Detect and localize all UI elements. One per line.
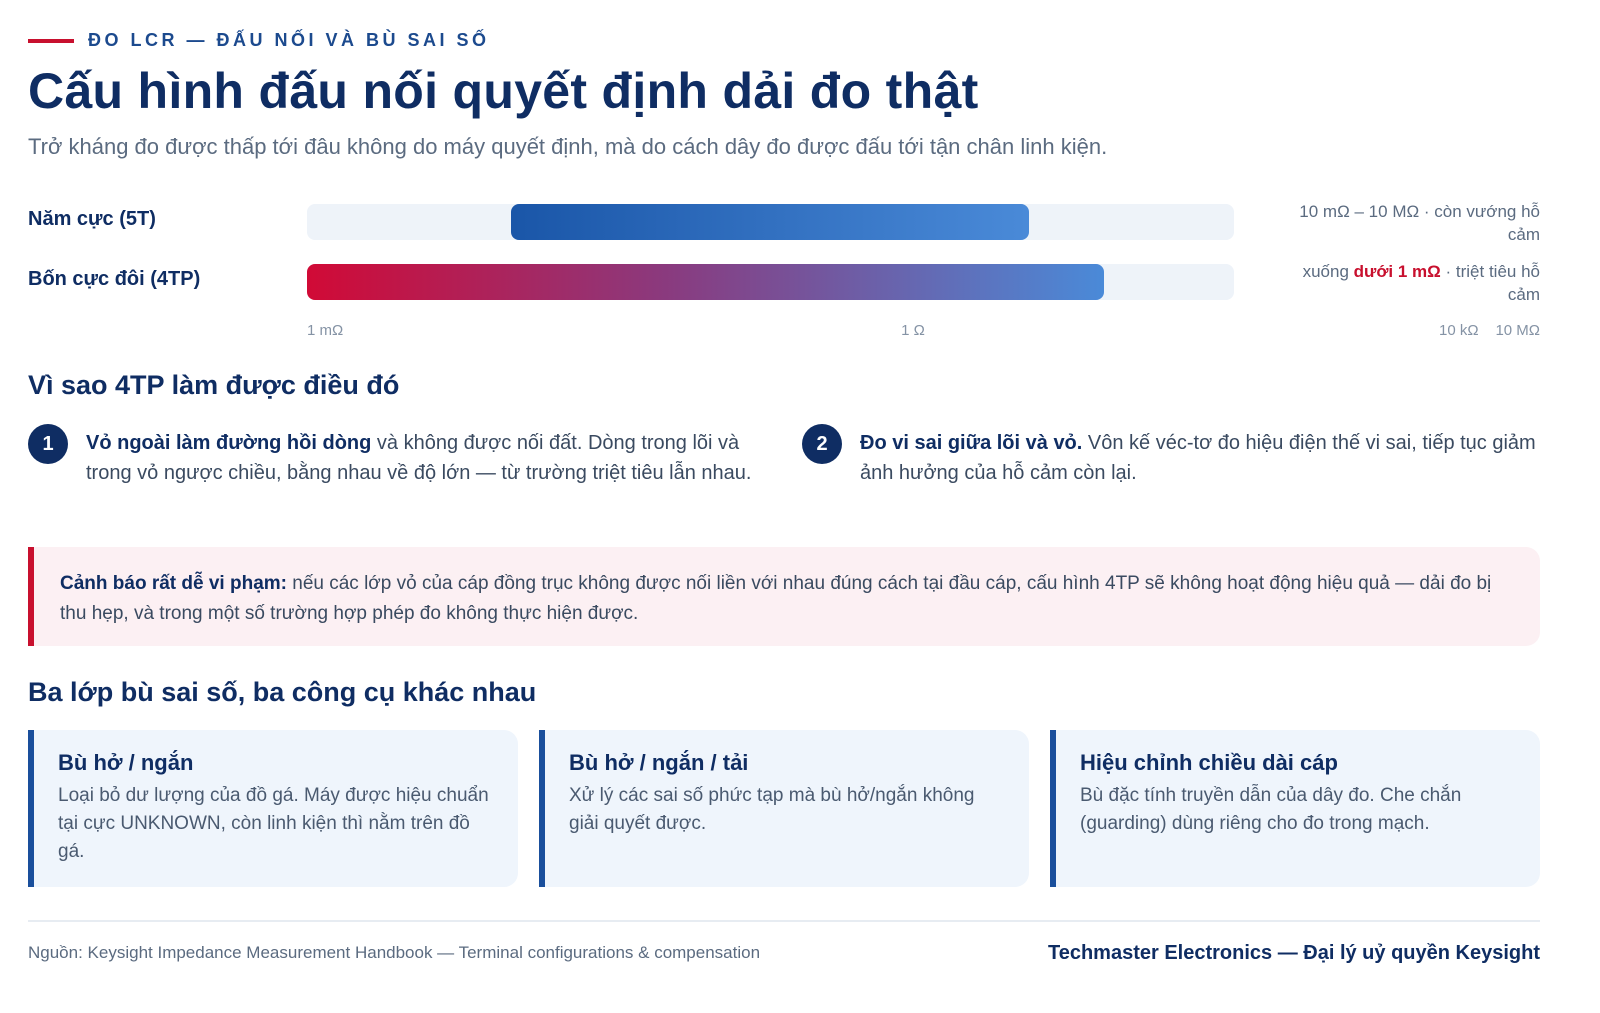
range-track-5t	[307, 204, 1234, 240]
reason-text: Đo vi sai giữa lõi và vỏ. Vôn kế véc-tơ …	[860, 428, 1540, 488]
range-label-5t: Năm cực (5T)	[28, 208, 156, 230]
infographic-page: ĐO LCR — ĐẤU NỐI VÀ BÙ SAI SỐ Cấu hình đ…	[28, 0, 1540, 1013]
footer-divider	[28, 920, 1540, 922]
eyebrow-text: ĐO LCR — ĐẤU NỐI VÀ BÙ SAI SỐ	[88, 30, 490, 50]
range-note-4tp: xuống dưới 1 mΩ · triệt tiêu hỗ cảm	[1270, 260, 1540, 306]
brand-credit: Techmaster Electronics — Đại lý uỷ quyền…	[1047, 942, 1540, 964]
axis-tick-10mohm: 10 MΩ	[1495, 322, 1540, 339]
range-row-5t: Năm cực (5T) 10 mΩ – 10 MΩ · còn vướng h…	[28, 200, 1540, 244]
card-body: Xử lý các sai số phức tạp mà bù hở/ngắn …	[569, 785, 975, 834]
range-note-5t: 10 mΩ – 10 MΩ · còn vướng hỗ cảm	[1299, 202, 1540, 244]
range-bar-5t	[511, 204, 1029, 240]
axis-tick-10kohm: 10 kΩ	[1439, 322, 1479, 339]
card-body: Bù đặc tính truyền dẫn của dây đo. Che c…	[1080, 785, 1462, 834]
warning-lead: Cảnh báo rất dễ vi phạm:	[60, 573, 287, 594]
reasons-heading: Vì sao 4TP làm được điều đó	[28, 370, 400, 400]
range-row-4tp: Bốn cực đôi (4TP) xuống dưới 1 mΩ · triệ…	[28, 260, 1540, 304]
range-note-4tp-highlight: dưới 1 mΩ	[1353, 262, 1441, 281]
axis-tick-1ohm: 1 Ω	[901, 322, 925, 339]
eyebrow: ĐO LCR — ĐẤU NỐI VÀ BÙ SAI SỐ	[28, 30, 490, 51]
card-title: Hiệu chỉnh chiều dài cáp	[1080, 750, 1338, 775]
page-subtitle: Trở kháng đo được thấp tới đâu không do …	[28, 134, 1108, 159]
eyebrow-accent-line	[28, 38, 74, 43]
range-track-4tp	[307, 264, 1234, 300]
reason-lead: Vỏ ngoài làm đường hồi dòng	[86, 432, 372, 454]
page-title: Cấu hình đấu nối quyết định dải đo thật	[28, 63, 979, 119]
reason-number-badge: 1	[28, 424, 68, 464]
reason-number-badge: 2	[802, 424, 842, 464]
range-note-4tp-prefix: xuống	[1302, 262, 1354, 281]
compensation-card-cable-length: Hiệu chỉnh chiều dài cáp Bù đặc tính tru…	[1050, 730, 1540, 887]
source-citation: Nguồn: Keysight Impedance Measurement Ha…	[28, 943, 761, 962]
compensation-card-open-short: Bù hở / ngắn Loại bỏ dư lượng của đồ gá.…	[28, 730, 518, 887]
warning-callout: Cảnh báo rất dễ vi phạm: nếu các lớp vỏ …	[28, 547, 1540, 646]
range-axis: 1 mΩ 1 Ω 10 kΩ 10 MΩ	[307, 322, 1540, 342]
axis-tick-1mohm: 1 mΩ	[307, 322, 344, 339]
warning-body: nếu các lớp vỏ của cáp đồng trục không đ…	[60, 573, 1492, 624]
reason-body: và không được nối đất. Dòng trong lõi và…	[86, 432, 752, 484]
reason-text: Vỏ ngoài làm đường hồi dòng và không đượ…	[86, 428, 768, 488]
reason-lead: Đo vi sai giữa lõi và vỏ.	[860, 432, 1083, 454]
card-title: Bù hở / ngắn	[58, 750, 194, 775]
card-title: Bù hở / ngắn / tải	[569, 750, 749, 775]
compensation-heading: Ba lớp bù sai số, ba công cụ khác nhau	[28, 677, 537, 707]
compensation-card-open-short-load: Bù hở / ngắn / tải Xử lý các sai số phức…	[539, 730, 1029, 887]
range-label-4tp: Bốn cực đôi (4TP)	[28, 268, 201, 290]
card-body: Loại bỏ dư lượng của đồ gá. Máy được hiệ…	[58, 785, 489, 862]
reason-body: Vôn kế véc-tơ đo hiệu điện thế vi sai, t…	[860, 432, 1536, 484]
range-bar-4tp	[307, 264, 1104, 300]
range-note-4tp-suffix: · triệt tiêu hỗ cảm	[1440, 262, 1541, 304]
